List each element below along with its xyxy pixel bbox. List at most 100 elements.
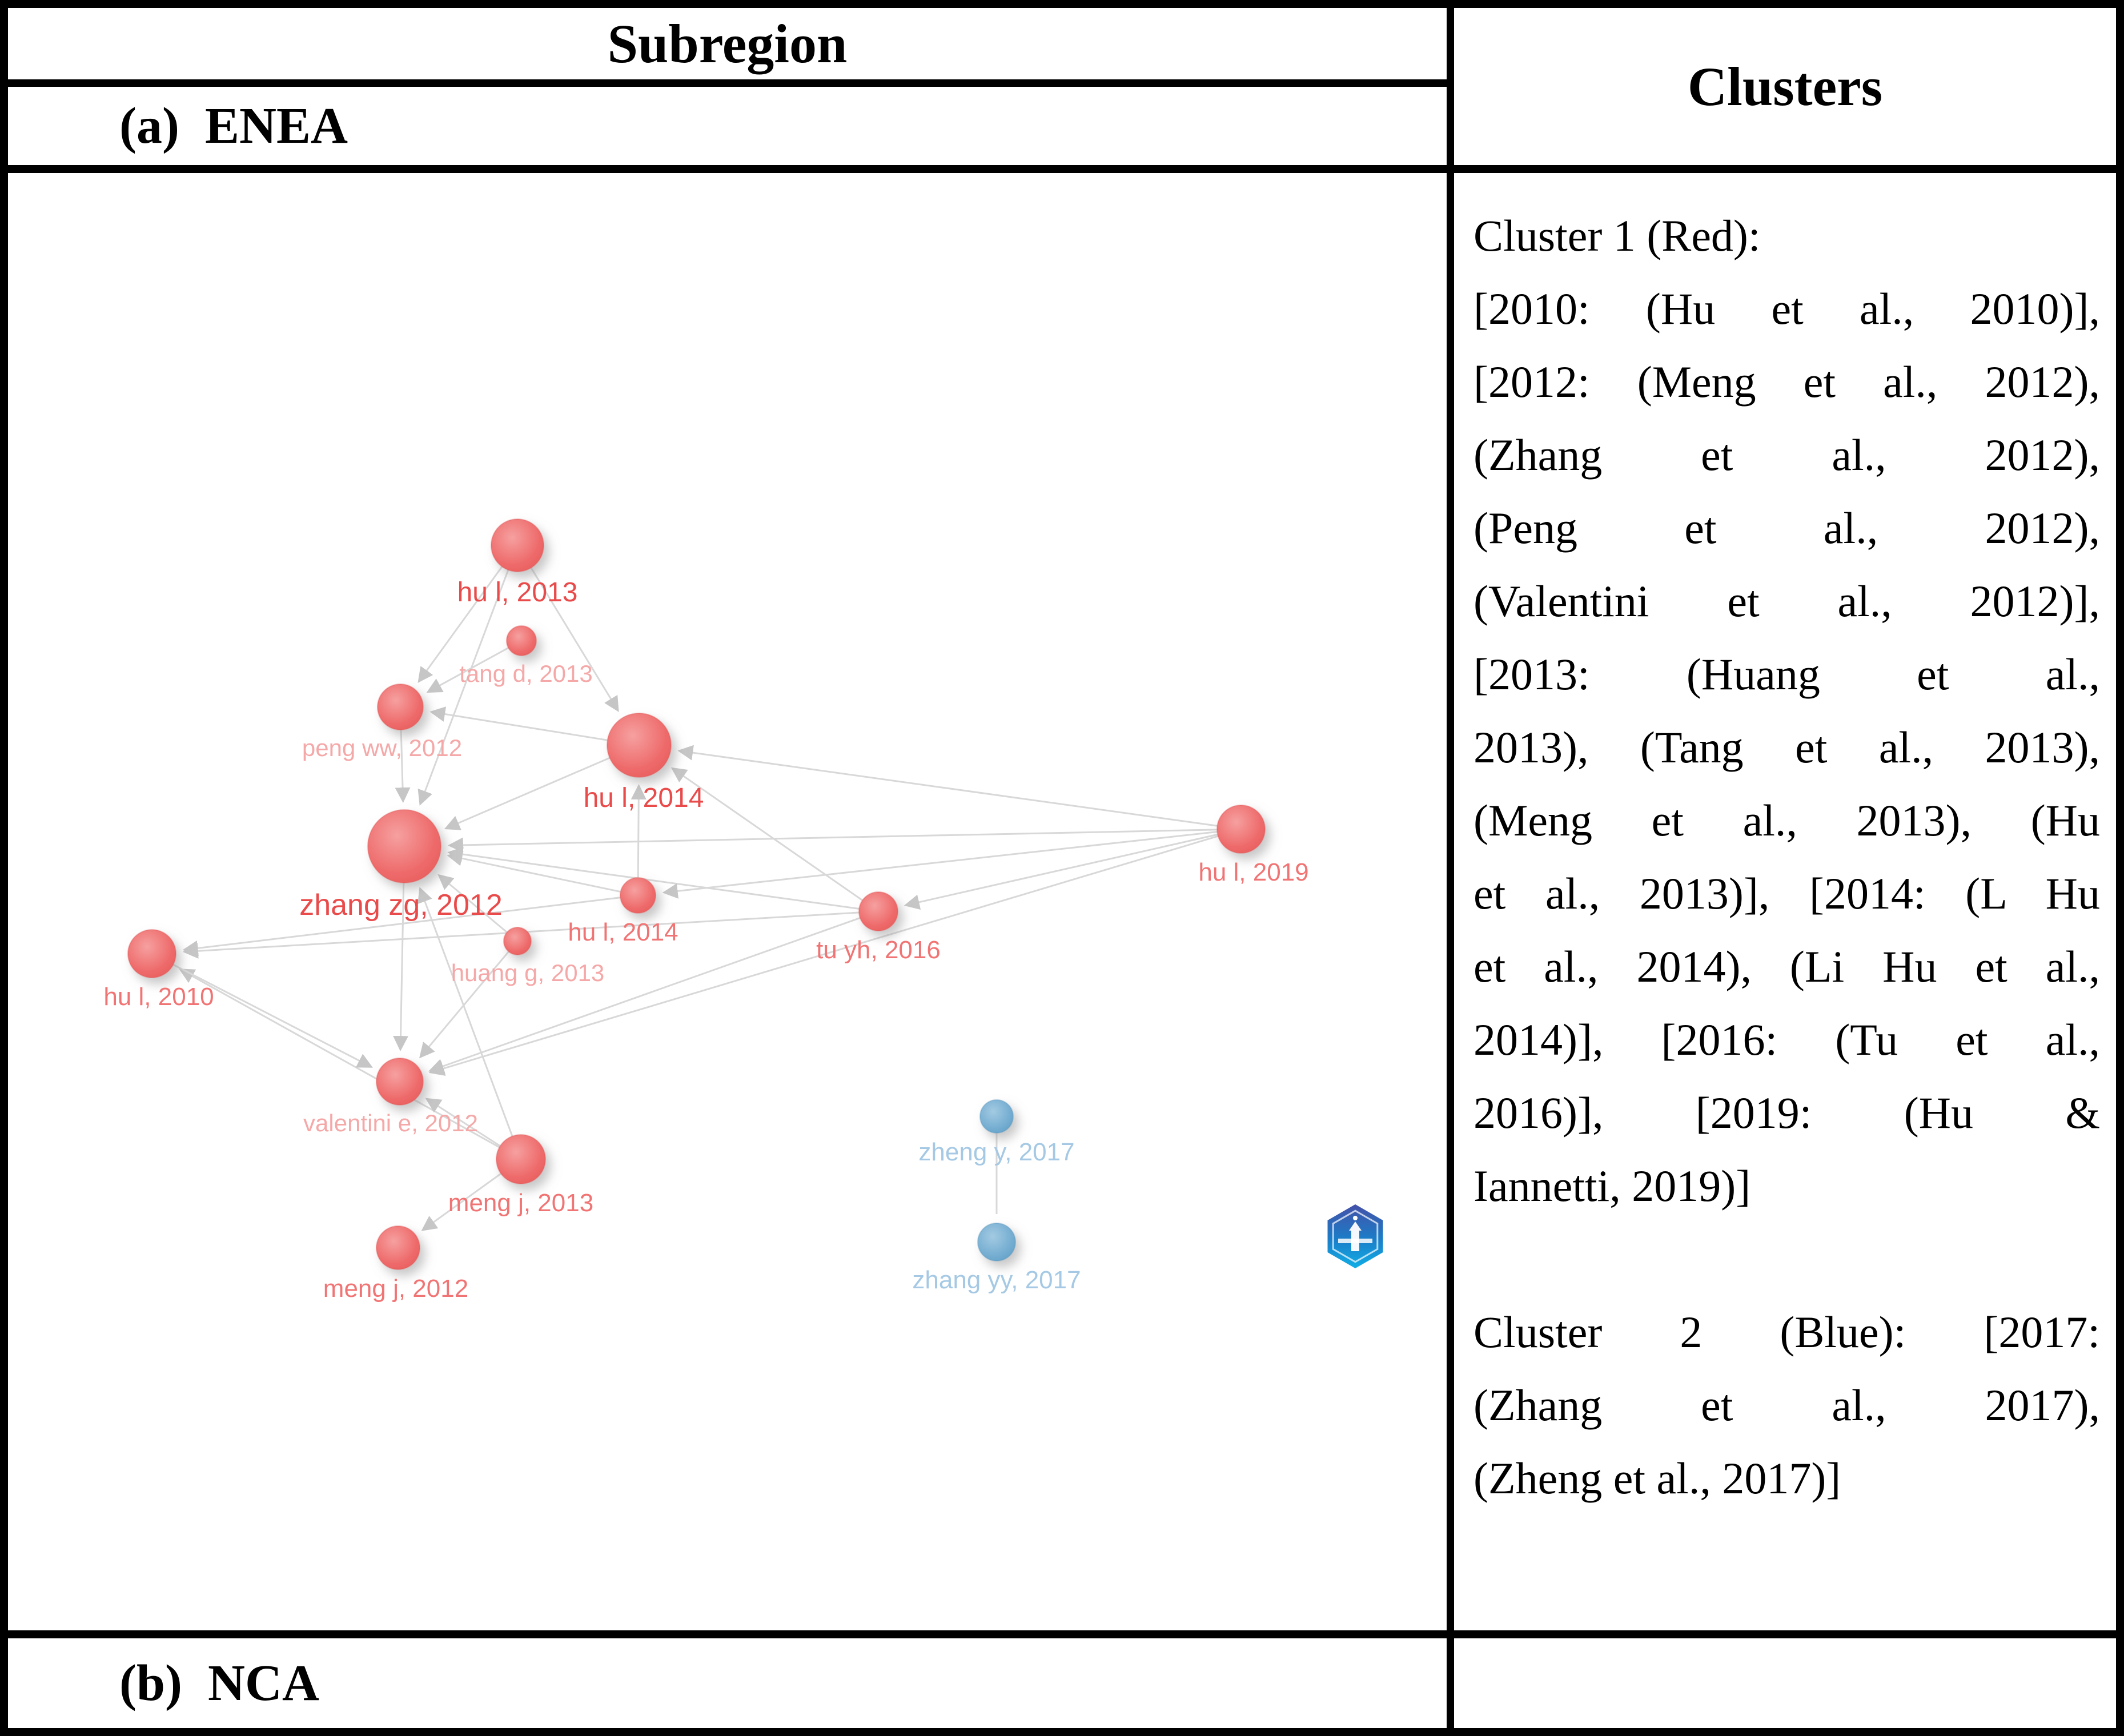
nodes-layer: hu l, 2013 tang d, 2013 peng ww, 2012 hu l,… xyxy=(103,519,1309,1303)
graph-node-label-valentini_e_2012: valentini e, 2012 xyxy=(303,1110,478,1136)
citation-edge-meng_j_2013-hu_l_2010 xyxy=(179,969,515,1157)
graph-node-label-hu_l_2013: hu l, 2013 xyxy=(457,577,578,608)
graph-node-label-meng_j_2013: meng j, 2013 xyxy=(448,1189,593,1217)
logo-band xyxy=(1338,1239,1372,1243)
graph-node-label-tu_yh_2016: tu yh, 2016 xyxy=(816,936,941,964)
clusters-text-line: [2012: (Meng et al., 2012), xyxy=(1473,357,2100,407)
citespace-logo-icon xyxy=(1327,1204,1383,1268)
citation-edge-tang_d_2013-peng_ww_2012 xyxy=(426,642,518,693)
logo-beacon xyxy=(1353,1216,1358,1220)
citation-edge-hu_l_2013-peng_ww_2012 xyxy=(417,551,514,683)
section-row-a-enea: (a) ENEA xyxy=(8,87,1447,165)
graph-node-peng_ww_2012 xyxy=(377,684,424,730)
clusters-text: Cluster 1 (Red): [2010: (Hu et al., 2010)… xyxy=(1473,199,2100,1515)
column-header-subregion: Subregion xyxy=(8,8,1447,79)
clusters-text-line: 2013), (Tang et al., 2013), xyxy=(1473,722,2100,772)
section-b-label: (b) NCA xyxy=(119,1655,319,1711)
clusters-text-line xyxy=(1473,1223,2100,1296)
citation-edge-tu_yh_2016-hu_l_2014a xyxy=(670,767,874,909)
clusters-text-line: Cluster 1 (Red): xyxy=(1473,211,1761,260)
citation-network-panel: hu l, 2013 tang d, 2013 peng ww, 2012 hu l,… xyxy=(8,173,1447,1630)
graph-node-zhang_yy_2017 xyxy=(977,1223,1016,1261)
citation-edge-hu_l_2014b-zhang_zg_2012 xyxy=(447,850,633,895)
logo-inner-hexagon xyxy=(1332,1209,1379,1263)
table-border-right xyxy=(2116,0,2124,1736)
graph-node-label-zheng_y_2017: zheng y, 2017 xyxy=(918,1138,1074,1166)
clusters-text-line: (Zhang et al., 2012), xyxy=(1473,430,2100,480)
subregion-header-label: Subregion xyxy=(607,13,848,74)
clusters-text-line: (Meng et al., 2013), (Hu xyxy=(1473,795,2100,845)
clusters-text-line: Iannetti, 2019)] xyxy=(1473,1161,1751,1211)
graph-node-zheng_y_2017 xyxy=(979,1099,1014,1134)
citation-edge-hu_l_2019-valentini_e_2012 xyxy=(428,830,1235,1076)
citation-edge-hu_l_2019-hu_l_2014b xyxy=(662,829,1234,899)
table-border-bottom xyxy=(0,1728,2124,1736)
clusters-text-line: 2016)], [2019: (Hu & xyxy=(1473,1088,2100,1138)
citation-edge-hu_l_2019-hu_l_2014a xyxy=(677,745,1234,829)
graph-node-label-huang_g_2013: huang g, 2013 xyxy=(451,959,605,986)
graph-node-label-hu_l_2014b: hu l, 2014 xyxy=(568,918,678,946)
graph-node-label-peng_ww_2012: peng ww, 2012 xyxy=(302,734,462,761)
graph-node-hu_l_2014a xyxy=(607,713,672,778)
clusters-description-cell: Cluster 1 (Red): [2010: (Hu et al., 2010)… xyxy=(1454,173,2116,1630)
graph-node-tu_yh_2016 xyxy=(858,891,898,931)
graph-node-label-hu_l_2019: hu l, 2019 xyxy=(1198,858,1308,886)
graph-node-label-zhang_zg_2012: zhang zg, 2012 xyxy=(299,889,503,922)
citation-edge-hu_l_2014a-peng_ww_2012 xyxy=(429,706,630,745)
table-border-left xyxy=(0,0,8,1736)
section-row-b-nca: (b) NCA xyxy=(8,1638,1447,1728)
citation-edge-meng_j_2013-meng_j_2012 xyxy=(421,1163,516,1231)
citation-edge-meng_j_2013-zhang_zg_2012 xyxy=(417,887,519,1153)
citation-edge-zhang_zg_2012-valentini_e_2012 xyxy=(393,857,409,1052)
graph-node-label-meng_j_2012: meng j, 2012 xyxy=(323,1275,468,1303)
citation-network-diagram: hu l, 2013 tang d, 2013 peng ww, 2012 hu l,… xyxy=(103,519,1383,1303)
graph-node-huang_g_2013 xyxy=(503,927,532,955)
table-rule-above-nca xyxy=(8,1630,2116,1638)
citation-edge-hu_l_2013-zhang_zg_2012 xyxy=(417,552,516,806)
graph-node-label-hu_l_2014a: hu l, 2014 xyxy=(584,783,704,813)
graph-node-hu_l_2010 xyxy=(127,929,176,978)
clusters-text-line: (Zhang et al., 2017), xyxy=(1473,1380,2100,1430)
clusters-header-label: Clusters xyxy=(1687,56,1883,117)
citation-edge-hu_l_2013-hu_l_2014a xyxy=(520,552,619,712)
clusters-text-line: et al., 2013)], [2014: (L Hu xyxy=(1473,869,2100,918)
citation-edge-hu_l_2019-tu_yh_2016 xyxy=(904,830,1235,910)
clusters-text-line: 2014)], [2016: (Tu et al., xyxy=(1473,1015,2100,1064)
graph-node-zhang_zg_2012 xyxy=(367,809,441,883)
clusters-text-line: [2013: (Huang et al., xyxy=(1473,649,2100,699)
column-header-clusters: Clusters xyxy=(1454,8,2116,165)
clusters-text-line: Cluster 2 (Blue): [2017: xyxy=(1473,1307,2100,1357)
clusters-text-line: [2010: (Hu et al., 2010)], xyxy=(1473,284,2100,333)
graph-node-label-zhang_yy_2017: zhang yy, 2017 xyxy=(912,1266,1081,1294)
clusters-text-line: (Peng et al., 2012), xyxy=(1473,503,2100,553)
graph-node-meng_j_2012 xyxy=(376,1225,420,1270)
graph-node-label-hu_l_2010: hu l, 2010 xyxy=(103,983,214,1011)
citation-edge-hu_l_2014a-zhang_zg_2012 xyxy=(444,748,631,830)
logo-lighthouse-roof xyxy=(1349,1221,1362,1231)
graph-node-valentini_e_2012 xyxy=(376,1058,424,1106)
graph-node-label-tang_d_2013: tang d, 2013 xyxy=(459,660,593,687)
citation-edge-huang_g_2013-zhang_zg_2012 xyxy=(437,874,515,939)
graph-node-meng_j_2013 xyxy=(496,1134,546,1184)
graph-node-hu_l_2019 xyxy=(1216,805,1266,854)
clusters-text-line: et al., 2014), (Li Hu et al., xyxy=(1473,942,2100,991)
graph-node-tang_d_2013 xyxy=(506,625,537,656)
graph-node-hu_l_2013 xyxy=(491,519,544,572)
citation-edge-hu_l_2014b-hu_l_2010 xyxy=(182,895,633,956)
citation-edge-huang_g_2013-valentini_e_2012 xyxy=(419,943,516,1059)
table-rule-under-enea xyxy=(8,165,2116,173)
citation-edge-tu_yh_2016-hu_l_2010 xyxy=(182,911,873,959)
graph-node-hu_l_2014b xyxy=(620,877,656,914)
citation-edge-hu_l_2010-valentini_e_2012 xyxy=(158,956,373,1068)
clusters-text-line: (Zheng et al., 2017)] xyxy=(1473,1453,1841,1503)
table-column-divider xyxy=(1447,0,1454,1736)
citation-edge-tu_yh_2016-valentini_e_2012 xyxy=(428,913,873,1074)
table-border-top xyxy=(0,0,2124,8)
citation-edge-hu_l_2014b-hu_l_2014a xyxy=(631,783,647,890)
clusters-text-line: (Valentini et al., 2012)], xyxy=(1473,576,2100,626)
citation-edge-hu_l_2019-zhang_zg_2012 xyxy=(447,828,1234,853)
table-rule-under-subregion xyxy=(8,79,1447,87)
citation-edge-tu_yh_2016-zhang_zg_2012 xyxy=(447,846,873,912)
section-a-label: (a) ENEA xyxy=(119,98,348,154)
